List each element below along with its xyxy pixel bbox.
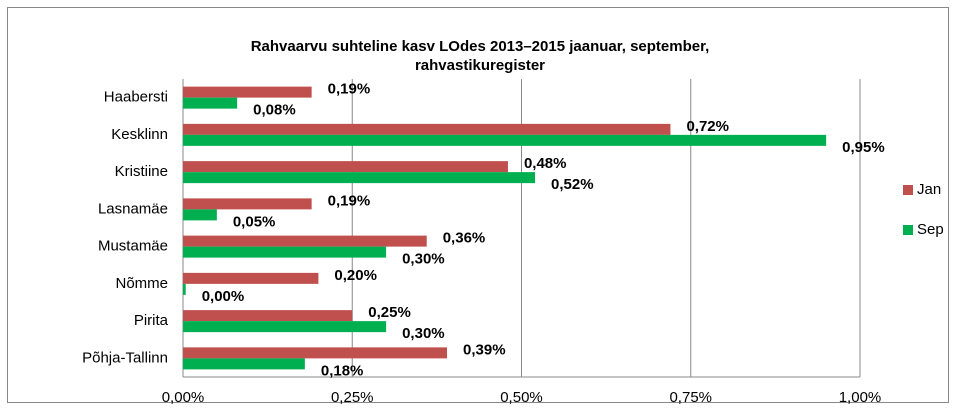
value-label: 0,08% — [253, 102, 296, 119]
bar — [183, 123, 671, 135]
bar — [183, 198, 312, 210]
bar — [183, 321, 387, 333]
legend-label: Sep — [917, 221, 944, 238]
y-tick-label: Pirita — [134, 312, 169, 329]
value-label: 0,20% — [334, 267, 377, 284]
value-label: 0,05% — [233, 213, 276, 230]
value-label: 0,19% — [328, 81, 371, 98]
value-label: 0,18% — [321, 362, 364, 379]
legend-label: Jan — [917, 181, 941, 198]
value-label: 0,48% — [524, 155, 567, 172]
bar — [183, 246, 387, 258]
value-label: 0,95% — [842, 139, 885, 156]
bar — [183, 161, 508, 173]
bar — [183, 310, 353, 322]
y-tick-label: Lasnamäe — [98, 200, 168, 217]
bar — [183, 358, 305, 370]
bar — [183, 235, 427, 247]
value-label: 0,30% — [402, 251, 445, 268]
value-label: 0,00% — [202, 288, 245, 305]
bar — [183, 209, 217, 221]
value-label: 0,30% — [402, 325, 445, 342]
bar — [183, 172, 536, 184]
legend-swatch — [903, 185, 913, 195]
y-tick-label: Kesklinn — [111, 126, 168, 143]
y-tick-label: Põhja-Tallinn — [82, 349, 168, 366]
x-tick-label: 0,75% — [669, 389, 712, 406]
y-tick-label: Nõmme — [115, 275, 168, 292]
chart-title: rahvastikuregister — [415, 57, 545, 74]
bar — [183, 283, 186, 295]
value-label: 0,39% — [463, 341, 506, 358]
chart-title: Rahvaarvu suhteline kasv LOdes 2013–2015… — [251, 38, 710, 55]
value-label: 0,72% — [686, 118, 729, 135]
y-tick-label: Mustamäe — [98, 238, 168, 255]
bar — [183, 86, 312, 98]
value-label: 0,52% — [551, 176, 594, 193]
x-tick-label: 1,00% — [839, 389, 882, 406]
bar — [183, 272, 319, 284]
x-tick-label: 0,50% — [500, 389, 543, 406]
bar — [183, 134, 827, 146]
y-tick-label: Kristiine — [115, 163, 168, 180]
value-label: 0,25% — [368, 304, 411, 321]
bar — [183, 347, 448, 359]
x-tick-label: 0,00% — [162, 389, 205, 406]
value-label: 0,19% — [328, 192, 371, 209]
value-label: 0,36% — [443, 230, 486, 247]
chart-frame — [7, 7, 949, 403]
bar — [183, 97, 238, 109]
x-tick-label: 0,25% — [331, 389, 374, 406]
legend-swatch — [903, 225, 913, 235]
y-tick-label: Haabersti — [104, 89, 168, 106]
